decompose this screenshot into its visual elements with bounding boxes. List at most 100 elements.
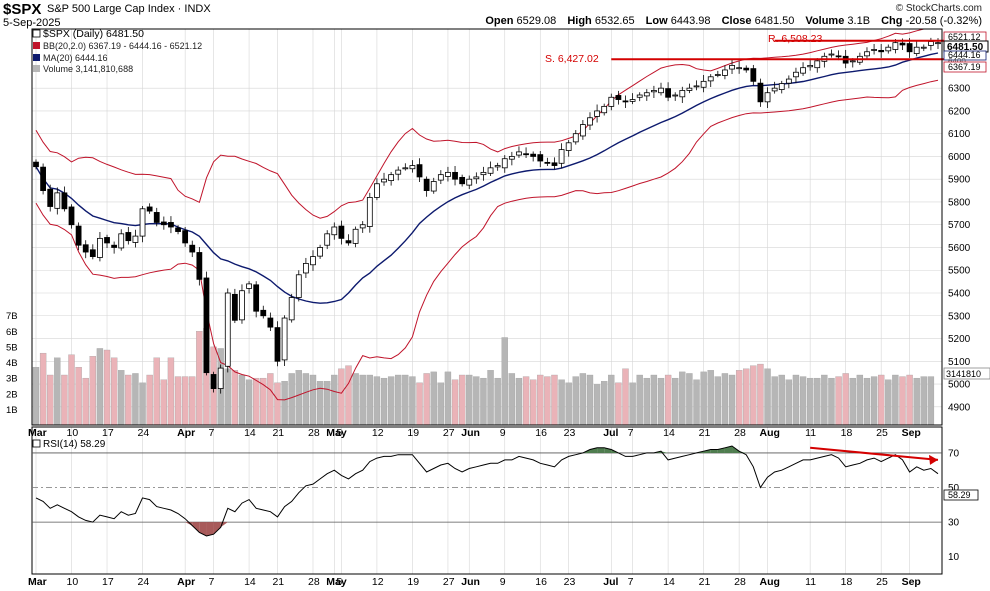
bollinger-lower-line [35,79,939,401]
legend-swatch-rsi [32,439,41,448]
x-axis-label: Mar [28,427,47,439]
candle-body [97,237,103,258]
volume-bar [743,368,750,426]
support-label: S. 6,427.02 [545,53,599,65]
candle-body [608,96,615,107]
price-candles [33,37,941,394]
candle-body [352,228,359,244]
price-tick-label: 5300 [948,311,971,322]
volume-bar [579,373,587,426]
volume-bar [402,374,409,426]
candle-body [629,99,636,102]
candle-body [651,90,657,93]
rsi-oversold-fill [192,522,200,533]
candle-body [267,317,274,328]
rsi-x-axis-label: 5 [336,576,342,588]
volume-bar [430,371,437,426]
volume-bar [366,374,373,426]
volume-bar [96,348,104,426]
volume-bar [437,382,445,426]
volume-bar [593,384,601,426]
volume-bar [558,379,565,426]
stockcharts-credit[interactable]: © StockCharts.com [895,3,982,14]
x-axis-label: May [326,427,347,439]
badge-volume: 3141810 [946,369,981,379]
price-tick-label: 5600 [948,243,971,254]
low-label: Low [645,15,668,27]
volume-bar [728,374,736,426]
candle-body [679,90,686,98]
candle-body [33,161,39,168]
price-frame [31,28,943,426]
candle-body [402,167,409,170]
rsi-overbought-fill [710,449,718,453]
candle-body [736,67,743,70]
candle-body [388,174,395,181]
candle-body [89,249,96,257]
candle-body [778,83,785,90]
chg-value: -20.58 (-0.32%) [905,15,982,27]
index-name-text: S&P 500 Large Cap Index [47,3,175,15]
volume-bar [750,365,757,426]
candle-body [480,171,487,176]
x-axis-label: 27 [443,427,455,439]
x-axis-label: 12 [372,427,384,439]
volume-bar [32,367,40,426]
volume-bar [281,381,288,426]
price-tick-label: 5000 [948,380,971,391]
volume-value: 3.1B [847,15,871,27]
volume-bar [601,381,608,426]
volume-bar [416,382,423,426]
volume-bar [878,374,885,426]
candle-body [572,133,579,143]
rsi-x-axis-label: 27 [443,576,455,588]
candle-body [473,176,480,180]
candle-body [231,293,238,321]
volume-bar [231,370,239,426]
volume-bar [771,376,778,426]
volume-bar [721,373,729,426]
volume-label: Volume [805,15,845,27]
x-axis-label: 16 [535,427,547,439]
rsi-tick-label: 50 [948,483,960,494]
x-axis-label: 18 [841,427,853,439]
candle-body [871,49,877,51]
volume-bar [89,356,96,426]
x-axis-label: Jul [603,427,618,439]
candle-body [636,94,643,98]
badge-volume-box [943,367,990,380]
rsi-oversold-fill [206,522,214,536]
candle-body [203,277,210,374]
legend-volume: Volume 3,141,810,688 [43,64,133,74]
candle-body [487,167,494,174]
volume-bar [288,373,295,426]
volume-bar [395,374,402,426]
volume-bar [636,374,643,426]
volume-bar [458,374,466,426]
candle-body [899,42,906,46]
price-badges: 6521.12 6481.50 6444.16 6400 6367.19 314… [943,31,990,501]
volume-bar [75,367,82,426]
volume-bar [849,377,856,426]
volume-bar [785,379,793,426]
volume-bar [224,368,231,426]
x-axis-label: 28 [734,427,746,439]
price-tick-label: 5100 [948,357,971,368]
candle-body [366,197,373,227]
rsi-x-axis-label: Aug [760,576,780,588]
volume-tick-label: 6B [6,327,18,338]
volume-bar [508,373,516,426]
volume-bar [906,374,913,426]
volume-bar [125,374,132,426]
x-axis-label: 24 [138,427,150,439]
volume-bar [586,374,594,426]
volume-bar [68,354,75,426]
price-tick-label: 6300 [948,84,971,95]
index-name: S&P 500 Large Cap Index · INDX [47,3,211,15]
volume-bar [615,382,622,426]
volume-bar [856,374,864,426]
volume-bar [423,373,430,426]
exchange: INDX [184,3,211,15]
rsi-overbought-fill [597,447,605,453]
